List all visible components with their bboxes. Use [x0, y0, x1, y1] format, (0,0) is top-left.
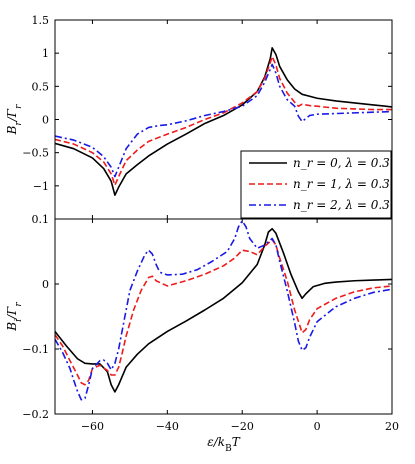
legend-entry-nr0: n_r = 0, λ = 0.3 [293, 156, 390, 170]
legend-entry-nr1: n_r = 1, λ = 0.3 [293, 177, 390, 191]
series-line-nr2 [55, 63, 392, 178]
y-tick-label: −0.1 [22, 343, 49, 356]
x-axis-label: ε/kBT [207, 435, 240, 454]
y-tick-label: 0 [42, 278, 49, 291]
y-tick-label: 0.1 [32, 213, 50, 226]
y-axis-label: Bi/Γr [5, 302, 24, 332]
legend: n_r = 0, λ = 0.3 n_r = 1, λ = 0.3 n_r = 2,… [240, 150, 392, 219]
y-tick-label: 1 [42, 47, 49, 60]
series-line-nr0 [55, 227, 392, 393]
bottom-panel: 0.1 0 −0.1 −0.2 −60 −40 −20 0 20 Bi/Γr ε/kBT [5, 213, 399, 454]
x-tick-label: −60 [81, 420, 104, 433]
series-line-nr1 [55, 55, 392, 186]
series-line-nr2 [55, 220, 392, 401]
y-tick-label: −0.5 [22, 147, 49, 160]
legend-box [240, 150, 392, 219]
x-tick-label: −40 [156, 420, 179, 433]
y-axis-label: Br/Γr [5, 104, 24, 136]
series-line-nr1 [55, 239, 392, 386]
plot-frame [54, 218, 393, 415]
y-tick-label: 0.5 [32, 80, 50, 93]
legend-entry-nr2: n_r = 2, λ = 0.3 [293, 198, 390, 212]
y-tick-label: 1.5 [32, 14, 50, 27]
y-tick-label: −1 [33, 180, 49, 193]
x-tick-label: −20 [231, 420, 254, 433]
top-panel: 1.510.50−0.5−1Br/Γrn_r = 0, λ = 0.3n_r =… [5, 14, 393, 220]
y-tick-label: −0.2 [22, 408, 49, 421]
y-tick-label: 0 [42, 114, 49, 127]
x-tick-label: 0 [314, 420, 321, 433]
x-tick-label: 20 [385, 420, 399, 433]
